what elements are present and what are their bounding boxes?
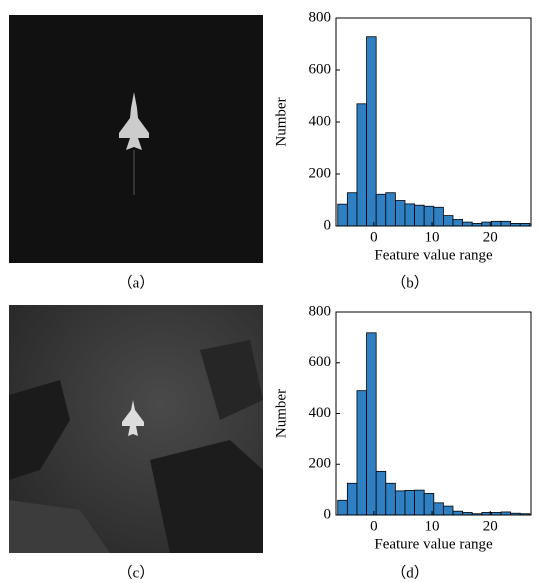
bar (500, 220, 512, 227)
bar (375, 193, 387, 227)
y-tick-label: 800 (309, 9, 332, 25)
bar (356, 103, 367, 227)
bar (452, 219, 464, 227)
image-c (9, 305, 263, 553)
bar (385, 192, 396, 227)
y-tick-label: 600 (309, 61, 332, 77)
bar (394, 200, 406, 227)
y-tick-label: 200 (309, 456, 332, 472)
bar (404, 489, 415, 516)
caption: （d） (391, 564, 429, 581)
bar (346, 192, 358, 227)
x-tick-label: 20 (483, 229, 498, 245)
x-axis-label: Feature value range (374, 247, 493, 263)
bar (442, 505, 454, 516)
caption: （a） (118, 274, 155, 291)
bar (394, 490, 406, 516)
y-tick-label: 600 (309, 354, 332, 370)
y-axis-label: Number (273, 97, 289, 146)
bar (337, 499, 348, 516)
y-tick-label: 400 (309, 113, 332, 129)
bar (356, 390, 367, 516)
x-tick-label: 20 (483, 518, 498, 534)
x-tick-label: 0 (370, 518, 378, 534)
image-a (9, 15, 263, 263)
bar (433, 206, 444, 227)
bar (366, 332, 377, 516)
x-tick-label: 10 (425, 518, 440, 534)
bar (491, 220, 502, 227)
y-tick-label: 0 (324, 506, 332, 522)
bar (375, 470, 387, 516)
x-tick-label: 10 (425, 229, 440, 245)
y-tick-label: 400 (309, 405, 332, 421)
bar (462, 221, 473, 227)
y-tick-label: 200 (309, 165, 332, 181)
y-axis-label: Number (273, 389, 289, 438)
y-tick-label: 0 (324, 217, 332, 233)
x-tick-label: 0 (370, 229, 378, 245)
caption: （b） (391, 274, 429, 291)
bar (414, 204, 425, 227)
bar (442, 215, 454, 227)
caption: （c） (118, 564, 155, 581)
bar (414, 489, 425, 516)
bar (337, 203, 348, 227)
bar (452, 510, 464, 516)
bar (366, 36, 377, 227)
x-axis-label: Feature value range (374, 536, 493, 552)
bar (404, 203, 415, 227)
bar (433, 502, 444, 516)
y-tick-label: 800 (309, 303, 332, 319)
bar (385, 482, 396, 516)
bar (346, 482, 358, 516)
